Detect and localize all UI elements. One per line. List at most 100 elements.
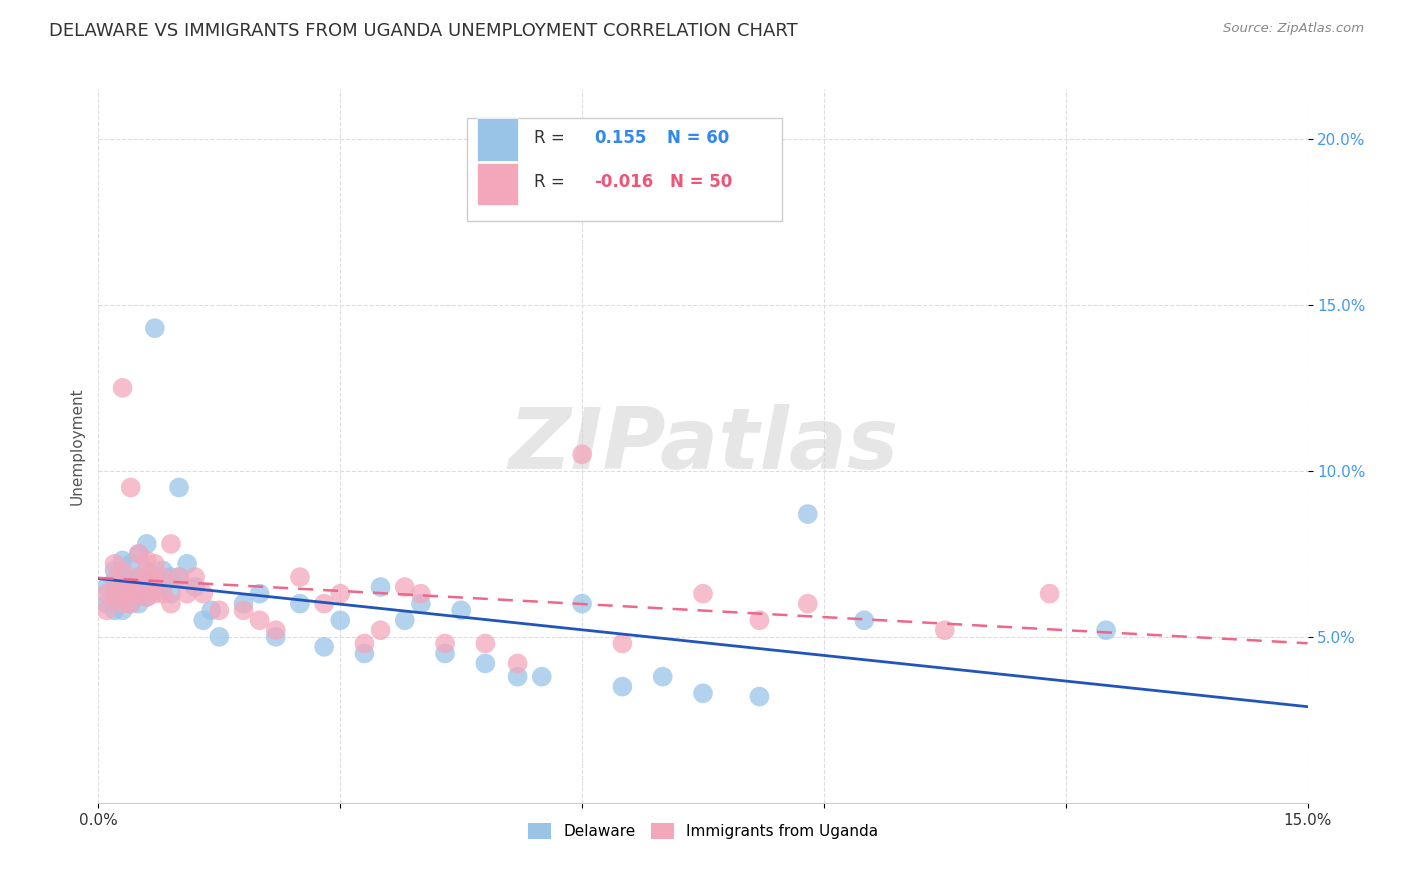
- Point: [135, 564, 157, 578]
- Point: [184, 570, 207, 584]
- FancyBboxPatch shape: [477, 119, 517, 161]
- Point: [111, 381, 134, 395]
- Point: [103, 580, 125, 594]
- Point: [135, 590, 157, 604]
- Point: [128, 570, 150, 584]
- Point: [748, 613, 770, 627]
- Point: [143, 574, 166, 588]
- Point: [167, 570, 190, 584]
- Point: [264, 624, 287, 638]
- Point: [111, 580, 134, 594]
- Point: [143, 557, 166, 571]
- Point: [135, 590, 157, 604]
- Point: [128, 597, 150, 611]
- Point: [96, 580, 118, 594]
- Point: [143, 587, 166, 601]
- Text: N = 50: N = 50: [671, 173, 733, 191]
- Point: [288, 570, 311, 584]
- Point: [103, 557, 125, 571]
- Point: [128, 570, 150, 584]
- Point: [193, 587, 215, 601]
- Point: [128, 547, 150, 561]
- Point: [571, 447, 593, 461]
- Point: [314, 640, 336, 654]
- Point: [152, 564, 174, 578]
- Point: [1095, 624, 1118, 638]
- Text: -0.016: -0.016: [595, 173, 654, 191]
- Point: [288, 597, 311, 611]
- Point: [571, 597, 593, 611]
- Point: [120, 481, 142, 495]
- Point: [612, 680, 634, 694]
- Point: [120, 597, 142, 611]
- Point: [329, 587, 352, 601]
- Y-axis label: Unemployment: Unemployment: [69, 387, 84, 505]
- Text: 0.155: 0.155: [595, 128, 647, 146]
- Point: [506, 670, 529, 684]
- Point: [409, 587, 432, 601]
- Point: [193, 613, 215, 627]
- Point: [111, 603, 134, 617]
- Point: [474, 657, 496, 671]
- Point: [167, 481, 190, 495]
- Point: [797, 597, 820, 611]
- Point: [160, 597, 183, 611]
- Point: [103, 574, 125, 588]
- Point: [135, 574, 157, 588]
- Point: [103, 590, 125, 604]
- Point: [1039, 587, 1062, 601]
- Point: [143, 570, 166, 584]
- Point: [152, 580, 174, 594]
- Point: [176, 587, 198, 601]
- Point: [120, 597, 142, 611]
- Text: N = 60: N = 60: [666, 128, 728, 146]
- Point: [128, 587, 150, 601]
- Point: [434, 647, 457, 661]
- Point: [232, 603, 254, 617]
- Point: [370, 580, 392, 594]
- Point: [394, 613, 416, 627]
- Point: [111, 580, 134, 594]
- Text: Source: ZipAtlas.com: Source: ZipAtlas.com: [1223, 22, 1364, 36]
- Text: R =: R =: [534, 128, 564, 146]
- Point: [152, 570, 174, 584]
- Point: [96, 603, 118, 617]
- Point: [96, 587, 118, 601]
- Point: [612, 636, 634, 650]
- Legend: Delaware, Immigrants from Uganda: Delaware, Immigrants from Uganda: [522, 817, 884, 845]
- Point: [934, 624, 956, 638]
- Point: [506, 657, 529, 671]
- Point: [167, 570, 190, 584]
- Point: [120, 574, 142, 588]
- Point: [111, 553, 134, 567]
- Point: [353, 647, 375, 661]
- FancyBboxPatch shape: [467, 118, 782, 221]
- Point: [748, 690, 770, 704]
- Point: [143, 321, 166, 335]
- Point: [176, 557, 198, 571]
- Point: [160, 587, 183, 601]
- Point: [853, 613, 876, 627]
- Point: [184, 580, 207, 594]
- Point: [232, 597, 254, 611]
- Point: [692, 686, 714, 700]
- Point: [249, 587, 271, 601]
- Point: [135, 570, 157, 584]
- Point: [111, 590, 134, 604]
- Point: [103, 603, 125, 617]
- Point: [370, 624, 392, 638]
- Point: [692, 587, 714, 601]
- Text: DELAWARE VS IMMIGRANTS FROM UGANDA UNEMPLOYMENT CORRELATION CHART: DELAWARE VS IMMIGRANTS FROM UGANDA UNEMP…: [49, 22, 799, 40]
- Point: [200, 603, 222, 617]
- Point: [96, 597, 118, 611]
- Point: [530, 670, 553, 684]
- Point: [208, 603, 231, 617]
- Point: [135, 553, 157, 567]
- Text: ZIPatlas: ZIPatlas: [508, 404, 898, 488]
- Point: [409, 597, 432, 611]
- Point: [160, 570, 183, 584]
- Point: [249, 613, 271, 627]
- Point: [103, 564, 125, 578]
- Point: [160, 537, 183, 551]
- Point: [434, 636, 457, 650]
